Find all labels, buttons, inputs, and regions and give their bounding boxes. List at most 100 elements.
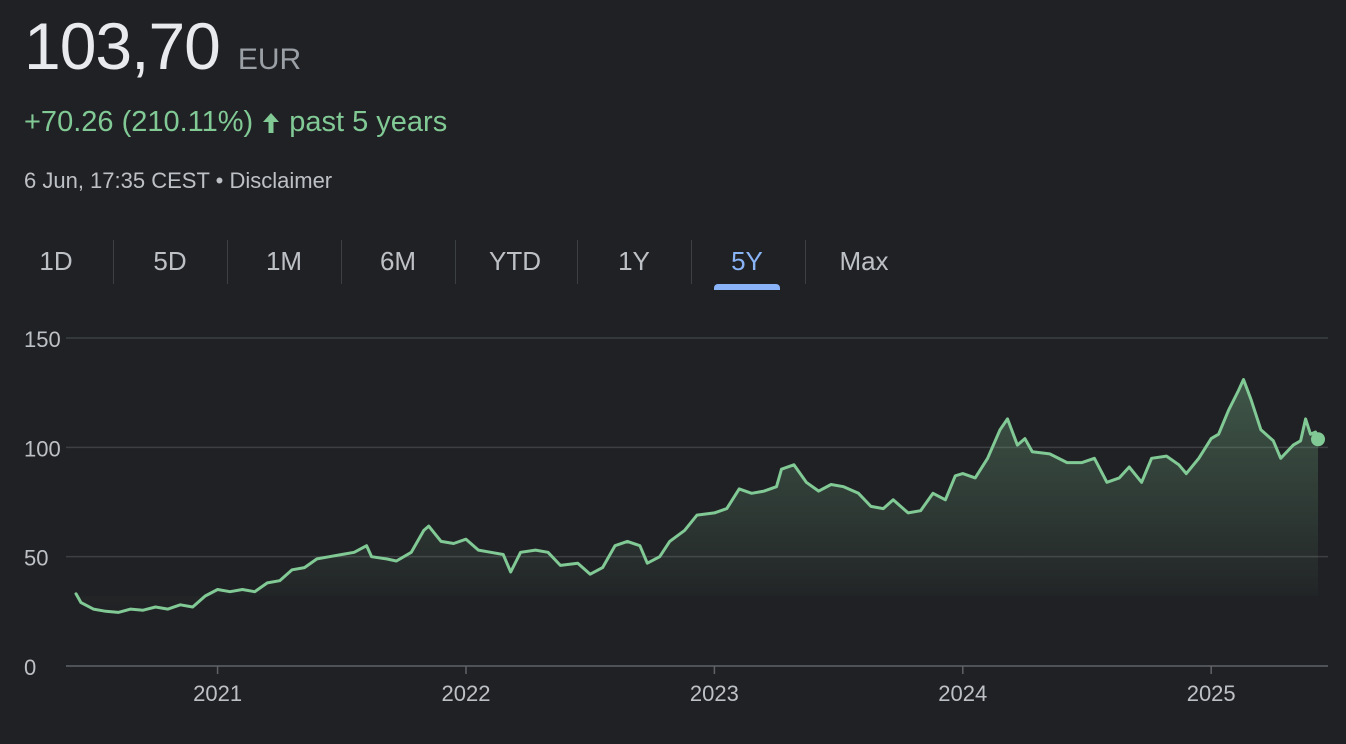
data-point — [1023, 437, 1027, 441]
data-point — [1117, 476, 1121, 480]
data-point — [712, 511, 716, 515]
tab-separator — [691, 240, 692, 284]
data-point — [613, 544, 617, 548]
data-point — [452, 542, 456, 546]
data-point — [1279, 456, 1283, 460]
data-point — [829, 483, 833, 487]
disclaimer-link[interactable]: Disclaimer — [229, 168, 333, 193]
data-point — [1309, 432, 1313, 436]
data-point — [842, 485, 846, 489]
tab-1y[interactable]: 1Y — [618, 246, 650, 276]
data-point — [1164, 454, 1168, 458]
y-tick-label: 100 — [24, 436, 61, 461]
data-point — [534, 548, 538, 552]
data-point — [869, 504, 873, 508]
tab-6m[interactable]: 6M — [379, 246, 417, 276]
y-tick-label: 0 — [24, 655, 36, 680]
data-point — [1304, 417, 1308, 421]
data-point — [327, 555, 331, 559]
data-point — [129, 607, 133, 611]
x-tick-label: 2021 — [193, 681, 242, 706]
data-point — [409, 550, 413, 554]
tab-separator — [805, 240, 806, 284]
data-point — [427, 524, 431, 528]
data-point — [1006, 417, 1010, 421]
tab-max[interactable]: Max — [839, 246, 889, 276]
x-tick-label: 2023 — [690, 681, 739, 706]
data-point — [228, 590, 232, 594]
data-point — [1227, 408, 1231, 412]
data-point — [943, 498, 947, 502]
data-point — [303, 566, 307, 570]
data-point — [792, 463, 796, 467]
tab-ytd[interactable]: YTD — [489, 246, 541, 276]
price-area-fill — [76, 379, 1318, 613]
data-point — [1092, 456, 1096, 460]
current-price-marker — [1311, 432, 1325, 447]
data-point — [278, 579, 282, 583]
data-point — [762, 489, 766, 493]
data-point — [961, 472, 965, 476]
data-point — [141, 608, 145, 612]
data-point — [253, 590, 257, 594]
data-point — [1259, 428, 1263, 432]
x-tick-label: 2024 — [938, 681, 987, 706]
y-tick-label: 50 — [24, 546, 48, 571]
data-point — [986, 456, 990, 460]
data-point — [1291, 443, 1295, 447]
data-point — [240, 587, 244, 591]
tab-5y[interactable]: 5Y — [731, 246, 763, 276]
data-point — [779, 467, 783, 471]
data-point — [352, 550, 356, 554]
tab-1m[interactable]: 1M — [265, 246, 303, 276]
change-value: +70.26 (210.11%) — [24, 106, 254, 138]
data-point — [1140, 480, 1144, 484]
change-period: past 5 years — [289, 106, 448, 138]
data-point — [881, 507, 885, 511]
meta-separator: • — [215, 168, 224, 193]
data-point — [104, 609, 108, 613]
data-point — [178, 603, 182, 607]
data-point — [998, 428, 1002, 432]
data-point — [1184, 472, 1188, 476]
data-point — [1299, 439, 1303, 443]
quote-meta: 6 Jun, 17:35 CEST • Disclaimer — [24, 168, 332, 194]
data-point — [906, 511, 910, 515]
arrow-up-icon — [261, 111, 281, 135]
data-point — [558, 563, 562, 567]
data-point — [501, 552, 505, 556]
data-point — [683, 528, 687, 532]
currency-label: EUR — [237, 43, 302, 76]
data-point — [1030, 450, 1034, 454]
data-point — [340, 552, 344, 556]
active-tab-indicator — [714, 284, 780, 290]
data-point — [1197, 456, 1201, 460]
price-header: 103,70 EUR — [24, 8, 301, 84]
tab-5d[interactable]: 5D — [153, 246, 187, 276]
data-point — [953, 474, 957, 478]
data-point — [489, 550, 493, 554]
data-point — [1150, 456, 1154, 460]
data-point — [116, 610, 120, 614]
data-point — [817, 489, 821, 493]
data-point — [91, 607, 95, 611]
data-point — [546, 550, 550, 554]
tab-1d[interactable]: 1D — [39, 246, 73, 276]
data-point — [1209, 437, 1213, 441]
data-point — [804, 480, 808, 484]
data-point — [737, 487, 741, 491]
tab-separator — [455, 240, 456, 284]
data-point — [509, 570, 513, 574]
data-point — [588, 572, 592, 576]
data-point — [1127, 465, 1131, 469]
data-point — [1177, 463, 1181, 467]
data-point — [1241, 378, 1245, 382]
data-point — [1237, 388, 1241, 392]
data-point — [645, 561, 649, 565]
x-tick-label: 2025 — [1187, 681, 1236, 706]
data-point — [385, 557, 389, 561]
tab-separator — [341, 240, 342, 284]
data-point — [973, 476, 977, 480]
data-point — [74, 592, 78, 596]
